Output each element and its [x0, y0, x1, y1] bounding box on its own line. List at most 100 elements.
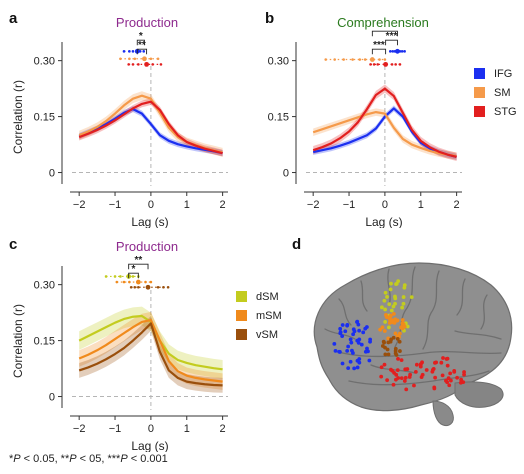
electrode-stg: [396, 376, 401, 380]
peak-lag-mean-msm: [135, 279, 141, 285]
peak-lag-point-stg: [159, 63, 163, 66]
y-tick-label: 0.30: [34, 280, 55, 292]
footnote-p: P: [69, 453, 77, 465]
legend-item-dsm: dSM: [236, 287, 282, 306]
legend-swatch-stg: [474, 106, 485, 117]
electrode-stg: [447, 383, 452, 388]
electrode-vsm: [389, 337, 394, 342]
brain-electrode-map: [313, 262, 513, 426]
x-axis-label: Lag (s): [131, 439, 168, 452]
electrode-stg: [440, 373, 445, 378]
legend-label-sm: SM: [494, 86, 511, 99]
series-band-dsm: [79, 306, 223, 379]
footnote-p: P: [13, 453, 21, 465]
electrode-msm: [382, 329, 387, 333]
peak-lag-mean-vsm: [145, 284, 151, 290]
legend-label-stg: STG: [494, 105, 517, 118]
peak-lag-point-ifg: [391, 50, 395, 53]
peak-lag-point-sm: [133, 57, 137, 61]
peak-lag-point-dsm: [104, 275, 108, 278]
series-band-msm: [79, 311, 223, 390]
electrode-stg: [433, 375, 438, 380]
electrode-ifg: [338, 330, 343, 335]
electrode-ifg: [348, 359, 353, 364]
electrode-dsm: [383, 290, 388, 295]
peak-lag-point-stg: [151, 63, 154, 66]
peak-lag-point-ifg: [388, 50, 392, 53]
electrode-stg: [402, 379, 407, 383]
electrode-msm: [395, 334, 400, 338]
electrode-dsm: [388, 287, 393, 292]
footnote-part: < 05, ***: [76, 453, 121, 465]
electrode-stg: [432, 386, 437, 391]
footnote-part: < 0.05, **: [20, 453, 70, 465]
series-line-stg: [78, 100, 223, 155]
electrode-vsm: [383, 352, 388, 357]
significance-bracket: [136, 48, 148, 55]
electrode-stg: [455, 375, 459, 380]
y-tick-label: 0.30: [268, 56, 289, 68]
peak-lag-point-vsm: [166, 285, 170, 289]
electrode-msm: [386, 336, 391, 341]
electrode-vsm: [385, 347, 390, 352]
series-line-msm: [78, 318, 223, 383]
electrode-msm: [402, 324, 407, 329]
x-tick-label: 0: [148, 423, 154, 435]
legend-swatch-msm: [236, 310, 247, 321]
peak-lag-point-ifg: [403, 50, 406, 53]
electrode-stg: [430, 368, 435, 372]
electrode-stg: [413, 369, 418, 374]
electrode-ifg: [346, 344, 351, 349]
electrode-ifg: [363, 326, 368, 331]
y-tick-label: 0.15: [34, 336, 55, 348]
electrode-vsm: [394, 353, 399, 357]
electrode-dots: [332, 279, 466, 392]
panel-letter-c: c: [9, 236, 18, 253]
peak-lag-point-ifg: [142, 50, 146, 53]
electrode-vsm: [386, 352, 391, 357]
peak-lag-point-stg: [376, 63, 380, 66]
peak-lag-point-stg: [127, 63, 130, 66]
peak-lag-point-stg: [390, 63, 394, 66]
x-tick-label: 1: [418, 199, 424, 211]
electrode-msm: [387, 321, 392, 325]
electrode-dsm: [383, 320, 388, 324]
x-tick-label: 2: [220, 199, 226, 211]
electrode-stg: [399, 376, 404, 381]
chart-panel-a: 0 0.15 0.30 −2 −1 0 1 2 Lag (s) Correlation (r) **…: [11, 31, 228, 228]
legend-label-dsm: dSM: [256, 290, 279, 303]
electrode-msm: [378, 327, 383, 332]
electrode-dsm: [401, 301, 406, 306]
significance-bracket: [136, 39, 145, 46]
peak-lag-point-ifg: [122, 50, 126, 53]
y-tick-label: 0.15: [268, 112, 289, 124]
peak-lag-mean-ifg: [395, 48, 400, 54]
electrode-ifg: [333, 348, 338, 353]
peak-lag-mean-stg: [144, 61, 149, 67]
electrode-ifg: [348, 337, 353, 342]
x-tick-label: −2: [307, 199, 320, 211]
peak-lag-point-msm: [128, 280, 131, 284]
peak-lag-point-dsm: [119, 275, 122, 278]
series-line-vsm: [78, 322, 223, 387]
peak-lag-point-dsm: [113, 275, 117, 278]
y-tick-label: 0: [49, 168, 55, 180]
electrode-stg: [445, 363, 450, 368]
electrode-vsm: [395, 336, 400, 341]
x-tick-label: −1: [109, 423, 122, 435]
electrode-stg: [424, 368, 429, 372]
significance-bracket: [128, 263, 149, 270]
peak-lag-point-vsm: [162, 285, 165, 289]
electrode-ifg: [352, 329, 357, 334]
significance-bracket: [128, 272, 139, 279]
electrode-stg: [405, 367, 410, 371]
electrode-stg: [394, 372, 399, 377]
electrode-vsm: [382, 340, 386, 345]
electrode-stg: [391, 382, 396, 387]
electrode-stg: [385, 378, 390, 383]
peak-lag-point-stg: [394, 63, 397, 66]
footnote-part: *: [9, 453, 14, 465]
electrode-dsm: [389, 308, 394, 313]
peak-lag-point-vsm: [156, 285, 160, 289]
